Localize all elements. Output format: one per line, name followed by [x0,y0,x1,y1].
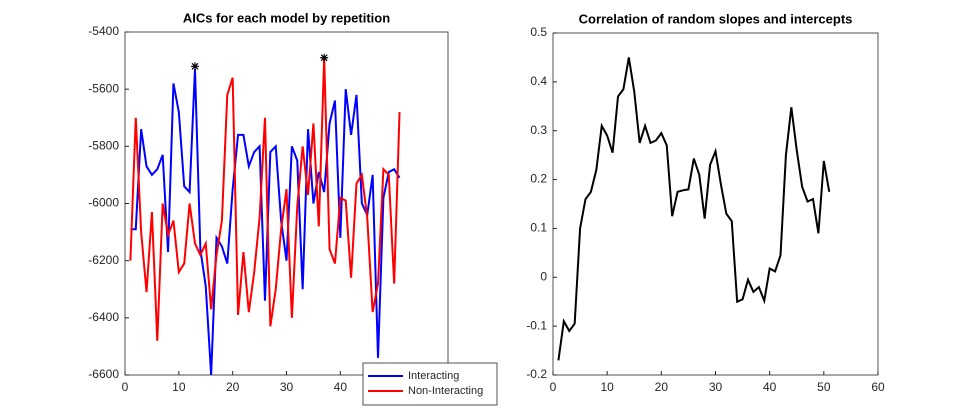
data-line [129,57,401,341]
x-tick-label: 50 [817,380,831,394]
data-line [557,57,831,361]
legend-label: Non-Interacting [408,385,483,397]
highlight-marker [190,62,199,71]
x-tick-label: 0 [122,380,129,394]
y-tick-label: 0.2 [530,172,547,186]
axes-background [553,33,878,375]
y-tick-label: -6200 [88,253,119,267]
y-tick-label: -6400 [88,310,119,324]
x-tick-label: 0 [550,380,557,394]
y-tick-label: 0.3 [530,123,547,137]
y-tick-label: -5600 [88,81,119,95]
axes-frame [552,32,879,376]
y-tick-label: -0.2 [526,367,547,381]
x-tick-label: 60 [871,380,885,394]
highlight-marker [320,53,329,62]
x-tick-label: 20 [226,380,240,394]
y-tick-label: -0.1 [526,318,547,332]
data-line [130,69,401,375]
x-tick-label: 20 [655,380,669,394]
x-tick-label: 10 [172,380,186,394]
legend-label: Interacting [408,370,459,382]
y-tick-label: 0.1 [530,221,547,235]
y-tick-label: -6600 [88,367,119,381]
y-tick-label: -6000 [88,196,119,210]
legend-box [362,362,498,406]
y-tick-label: -5800 [88,139,119,153]
x-tick-label: 10 [600,380,614,394]
x-tick-label: 40 [763,380,777,394]
y-tick-label: 0.5 [530,25,547,39]
y-tick-label: -5400 [88,24,119,38]
axes-frame [124,31,449,376]
y-tick-label: 0.4 [530,74,547,88]
x-tick-label: 30 [709,380,723,394]
chart-title: Correlation of random slopes and interce… [579,11,853,26]
x-tick-label: 40 [334,380,348,394]
y-tick-label: 0 [540,269,547,283]
x-tick-label: 30 [280,380,294,394]
chart-title: AICs for each model by repetition [183,10,390,25]
